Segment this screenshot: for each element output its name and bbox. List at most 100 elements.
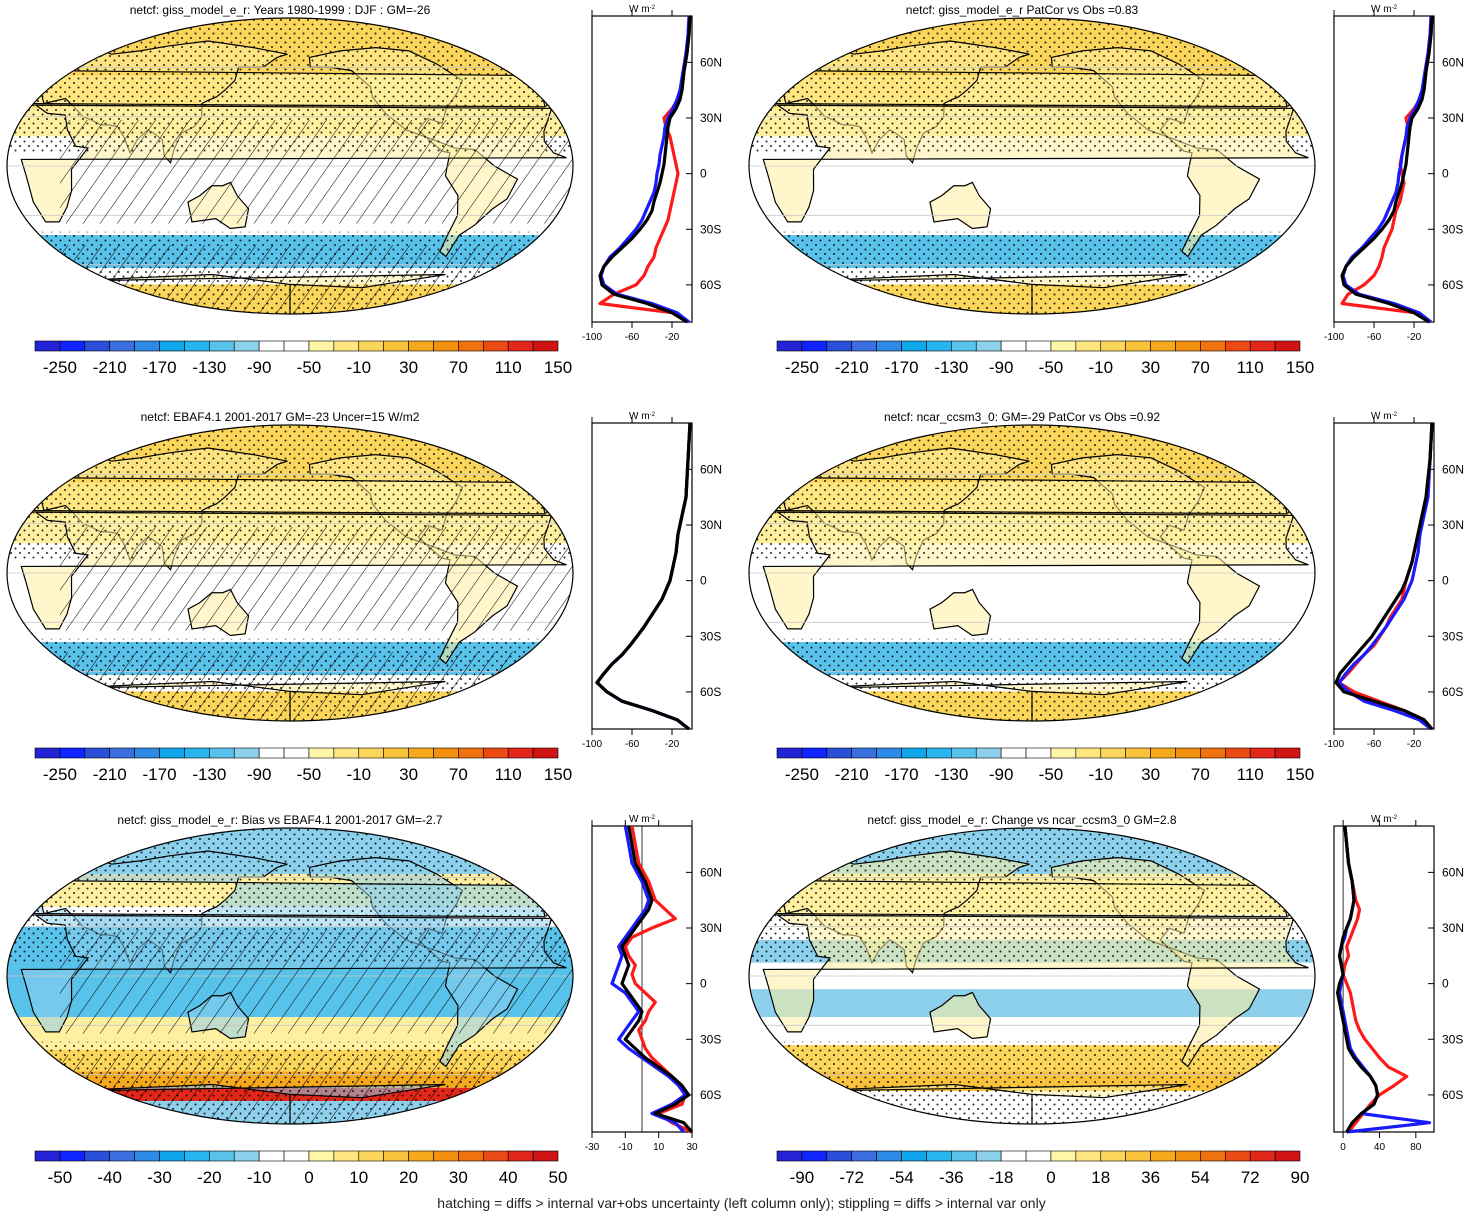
- colorbar-tick-label: 110: [1237, 765, 1264, 784]
- colorbar: -250 -210 -170 -130 -90 -50 -10 30 70 110 150: [776, 340, 1314, 377]
- colorbar-box: [975, 1150, 1002, 1162]
- colorbar-tick-label: 30: [1141, 358, 1160, 377]
- colorbar-box: [209, 747, 235, 759]
- profile-lat-label: 30N: [1442, 921, 1464, 935]
- colorbar-box: [776, 340, 803, 352]
- profile-lat-label: 60S: [1442, 685, 1463, 699]
- colorbar-tick-label: 0: [1046, 1168, 1055, 1187]
- colorbar-box: [433, 747, 459, 759]
- profile-frame: [591, 15, 693, 323]
- colorbar-box: [1150, 340, 1176, 352]
- profile-series-line: [595, 422, 692, 731]
- colorbar-box: [84, 1150, 111, 1162]
- colorbar: -250 -210 -170 -130 -90 -50 -10 30 70 110 150: [34, 747, 572, 784]
- zonal-profile: -100 -60 -20 W m-2 60N 30N 0 30S 60S: [582, 411, 722, 750]
- colorbar-box: [408, 747, 434, 759]
- panel-graphic: -250 -210 -170 -130 -90 -50 -10 30 70 110 150 -100-…: [748, 4, 1464, 377]
- profile-xtick-label: -100: [1324, 739, 1344, 750]
- colorbar-box: [59, 1150, 86, 1162]
- colorbar-tick-label: 20: [399, 1168, 418, 1187]
- hatching: [7, 244, 573, 314]
- colorbar-tick-label: -20: [197, 1168, 222, 1187]
- zonal-profile: -30 -10 10 30 W m-2 60N 30N 0 30S 60S: [585, 814, 722, 1153]
- colorbar-tick-label: 70: [1191, 765, 1210, 784]
- colorbar-tick-label: -210: [93, 765, 127, 784]
- profile-unit-label: W m-2: [1371, 4, 1398, 15]
- colorbar-box: [1249, 747, 1276, 759]
- profile-xtick-label: -10: [618, 1142, 633, 1153]
- colorbar-box: [408, 340, 434, 352]
- colorbar-box: [951, 747, 977, 759]
- profile-unit-label: W m-2: [1371, 814, 1398, 825]
- colorbar-tick-label: -210: [835, 765, 869, 784]
- colorbar: -250 -210 -170 -130 -90 -50 -10 30 70 110 150: [34, 340, 572, 377]
- colorbar-tick-label: 30: [399, 358, 418, 377]
- colorbar-box: [1075, 747, 1102, 759]
- colorbar-tick-label: 36: [1141, 1168, 1160, 1187]
- colorbar-box: [1200, 340, 1226, 352]
- colorbar-box: [1100, 1150, 1126, 1162]
- colorbar-box: [458, 1150, 484, 1162]
- colorbar-box: [1050, 1150, 1077, 1162]
- colorbar-tick-label: -10: [346, 765, 371, 784]
- colorbar-tick-label: -90: [247, 358, 272, 377]
- colorbar-tick-label: -72: [839, 1168, 864, 1187]
- panel-title: netcf: giss_model_e_r: Years 1980-1999 :…: [129, 3, 431, 17]
- profile-xtick-label: -20: [665, 332, 680, 343]
- colorbar-tick-label: 70: [449, 765, 468, 784]
- map-border: [748, 827, 1316, 1125]
- colorbar-box: [59, 747, 86, 759]
- colorbar-box: [1200, 747, 1226, 759]
- colorbar-box: [1224, 747, 1251, 759]
- profile-lat-label: 30N: [700, 518, 722, 532]
- colorbar-tick-label: -50: [48, 1168, 73, 1187]
- panel-title: netcf: ncar_ccsm3_0: GM=-29 PatCor vs Ob…: [883, 410, 1161, 424]
- colorbar-box: [184, 340, 210, 352]
- colorbar-box: [951, 1150, 977, 1162]
- map-border: [748, 17, 1316, 315]
- colorbar-tick-label: -36: [939, 1168, 964, 1187]
- profile-series-line: [1337, 422, 1434, 731]
- panel-1: netcf: giss_model_e_r: Years 1980-1999 :…: [0, 0, 741, 405]
- profile-lat-label: 60N: [700, 865, 722, 879]
- map-border: [6, 17, 574, 315]
- colorbar-tick-label: 110: [495, 765, 522, 784]
- colorbar-box: [926, 340, 952, 352]
- colorbar-box: [975, 340, 1002, 352]
- colorbar-tick-label: 0: [304, 1168, 313, 1187]
- profile-xtick-label: -60: [1367, 332, 1382, 343]
- map-border: [748, 424, 1316, 722]
- colorbar-box: [851, 340, 877, 352]
- colorbar-box: [308, 747, 335, 759]
- colorbar-box: [1274, 340, 1301, 352]
- profile-lat-label: 60S: [700, 685, 721, 699]
- colorbar-tick-label: 90: [1291, 1168, 1310, 1187]
- zonal-profile: -100 -60 -20 W m-2 60N 30N 0 30S 60S: [1324, 4, 1464, 343]
- profile-xtick-label: -60: [625, 739, 640, 750]
- colorbar-box: [333, 340, 360, 352]
- colorbar-box: [801, 747, 828, 759]
- colorbar-tick-label: 110: [1237, 358, 1264, 377]
- colorbar-box: [134, 747, 160, 759]
- world-map: [749, 425, 1315, 721]
- panel-2: netcf: giss_model_e_r PatCor vs Obs =0.8…: [742, 0, 1483, 405]
- colorbar-box: [851, 1150, 877, 1162]
- colorbar-tick-label: -50: [297, 765, 322, 784]
- colorbar-tick-label: 150: [544, 358, 572, 377]
- colorbar-tick-label: -54: [889, 1168, 914, 1187]
- profile-lat-label: 60N: [1442, 462, 1464, 476]
- colorbar-tick-label: -10: [247, 1168, 272, 1187]
- colorbar-box: [1274, 1150, 1301, 1162]
- colorbar-box: [209, 1150, 235, 1162]
- colorbar-box: [59, 340, 86, 352]
- colorbar-tick-label: -250: [785, 765, 819, 784]
- panel-graphic: -250 -210 -170 -130 -90 -50 -10 30 70 110 150-100-…: [748, 411, 1464, 784]
- colorbar-box: [1125, 1150, 1151, 1162]
- colorbar-box: [926, 747, 952, 759]
- profile-series-line: [610, 825, 687, 1134]
- profile-series-line: [1336, 825, 1380, 1133]
- colorbar-box: [951, 340, 977, 352]
- profile-series-line: [1334, 422, 1434, 731]
- profile-xtick-label: -20: [1407, 739, 1422, 750]
- panel-graphic: -50 -40 -30 -20 -10 0 10 20 30 40 50 -30 -10 10 30 W m-…: [6, 814, 722, 1187]
